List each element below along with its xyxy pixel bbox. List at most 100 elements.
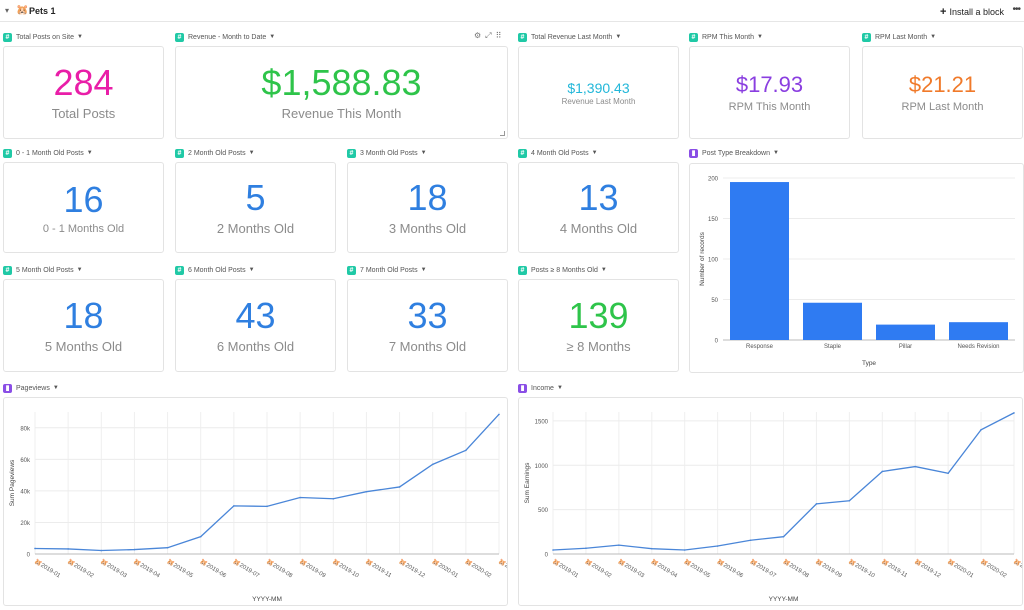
- x-axis-title: Type: [862, 360, 876, 367]
- more-options-icon[interactable]: •••: [1012, 4, 1020, 15]
- pageviews-header[interactable]: ▮ Pageviews ▼: [3, 381, 59, 395]
- m3-card: 18 3 Months Old: [347, 162, 508, 253]
- data-point: [365, 490, 368, 493]
- chevron-down-icon[interactable]: ▼: [591, 150, 598, 156]
- y-tick-label: 1500: [535, 419, 549, 425]
- pet-emoji-icon: 🐹: [16, 5, 29, 16]
- m5-header[interactable]: #5 Month Old Posts ▼: [3, 263, 83, 277]
- chevron-down-icon[interactable]: ▼: [248, 150, 255, 156]
- chevron-down-icon[interactable]: ▼: [76, 267, 83, 273]
- data-point: [947, 472, 949, 475]
- settings-gear-icon[interactable]: ⚙: [474, 31, 486, 40]
- chevron-down-icon[interactable]: ▼: [772, 150, 779, 156]
- m3-header[interactable]: #3 Month Old Posts ▼: [347, 146, 427, 160]
- revenue_mtd-header[interactable]: # Revenue - Month to Date ▼ ⚙⤢⠿: [175, 30, 508, 44]
- m8-header[interactable]: # Posts ≥ 8 Months Old ▼: [518, 263, 607, 277]
- block-header-label: 0 - 1 Month Old Posts: [16, 149, 84, 157]
- x-tick-label: 🐹2019-10: [331, 558, 360, 580]
- data-point: [683, 549, 686, 551]
- chevron-down-icon[interactable]: ▼: [556, 385, 563, 391]
- drag-handle-icon[interactable]: ⠿: [495, 31, 506, 40]
- bar-needs-revision: [949, 322, 1008, 340]
- number-block-icon: #: [518, 265, 527, 275]
- x-tick-label: 🐹2020-02: [464, 558, 493, 580]
- number-block-icon: #: [3, 265, 12, 275]
- chevron-down-icon[interactable]: ▼: [615, 34, 622, 40]
- number-block-icon: #: [175, 148, 184, 158]
- bar-staple: [803, 302, 862, 340]
- rpm_this-header[interactable]: # RPM This Month ▼: [689, 30, 763, 44]
- block-header-label: 3 Month Old Posts: [360, 149, 418, 157]
- bar-pillar: [876, 324, 935, 340]
- collapse-chevron-icon[interactable]: ▾: [5, 6, 10, 15]
- x-tick-label: 🐹2020-02: [979, 558, 1008, 580]
- chevron-down-icon[interactable]: ▼: [930, 34, 937, 40]
- rev_last-header[interactable]: # Total Revenue Last Month ▼: [518, 30, 621, 44]
- x-tick-label: 🐹2019-03: [617, 558, 646, 580]
- x-tick-label: 🐹2019-04: [650, 558, 679, 580]
- m7-caption: 7 Months Old: [388, 339, 467, 354]
- resize-handle-icon[interactable]: [500, 131, 505, 136]
- post-type-header-label: Post Type Breakdown: [702, 149, 770, 157]
- m2-card: 5 2 Months Old: [175, 162, 336, 253]
- chevron-down-icon[interactable]: ▼: [76, 34, 83, 40]
- data-point: [585, 547, 587, 550]
- number-block-icon: #: [347, 265, 356, 275]
- data-point: [34, 547, 36, 550]
- m0-value: 16: [63, 178, 104, 220]
- install-block-button[interactable]: + Install a block: [940, 6, 1004, 18]
- m8-value: 139: [568, 295, 629, 336]
- y-tick-label: 20k: [20, 521, 31, 527]
- m0-header[interactable]: #0 - 1 Month Old Posts ▼: [3, 146, 93, 160]
- rpm_last-card: $21.21 RPM Last Month: [862, 46, 1023, 139]
- m0-card: 16 0 - 1 Months Old: [3, 162, 164, 253]
- y-axis-title: Sum Earnings: [524, 462, 531, 504]
- data-point: [716, 545, 719, 547]
- chart-block-icon: ▮: [689, 148, 698, 158]
- data-point: [1013, 412, 1015, 414]
- data-point: [266, 505, 268, 508]
- chevron-down-icon[interactable]: ▼: [600, 267, 607, 273]
- m4-header[interactable]: #4 Month Old Posts ▼: [518, 146, 598, 160]
- rpm_this-value: $17.93: [735, 71, 804, 97]
- m8-card: 139 ≥ 8 Months: [518, 279, 679, 372]
- x-tick-label: 🐹2019-02: [66, 558, 95, 580]
- number-block-icon: #: [689, 32, 698, 42]
- chevron-down-icon[interactable]: ▼: [420, 267, 427, 273]
- m7-header[interactable]: #7 Month Old Posts ▼: [347, 263, 427, 277]
- rpm_last-caption: RPM Last Month: [901, 100, 984, 113]
- chevron-down-icon[interactable]: ▼: [757, 34, 763, 40]
- x-tick-label: 🐹2019-05: [166, 558, 195, 580]
- data-point: [498, 413, 500, 416]
- chart-block-icon: ▮: [518, 383, 527, 393]
- bar-response: [730, 182, 789, 340]
- rpm_this-caption: RPM This Month: [728, 100, 811, 113]
- rev_last-card: $1,390.43 Revenue Last Month: [518, 46, 679, 139]
- m6-value: 43: [235, 295, 276, 336]
- income-header[interactable]: ▮ Income ▼: [518, 381, 563, 395]
- m2-header[interactable]: #2 Month Old Posts ▼: [175, 146, 255, 160]
- x-tick-label: 🐹2019-12: [398, 558, 427, 580]
- data-point: [431, 463, 434, 466]
- x-tick-label: 🐹2019-07: [232, 558, 261, 580]
- block-header-label: Total Revenue Last Month: [531, 33, 613, 41]
- m6-header[interactable]: #6 Month Old Posts ▼: [175, 263, 255, 277]
- x-axis-title: YYYY-MM: [252, 596, 282, 603]
- y-tick-label: 0: [545, 553, 549, 559]
- chevron-down-icon[interactable]: ▼: [269, 34, 276, 40]
- rpm_last-header[interactable]: # RPM Last Month ▼: [862, 30, 936, 44]
- chevron-down-icon[interactable]: ▼: [248, 267, 255, 273]
- post-type-header[interactable]: ▮ Post Type Breakdown ▼: [689, 146, 779, 160]
- expand-icon[interactable]: ⤢: [485, 31, 496, 40]
- x-tick-label: 🐹2019-03: [99, 558, 128, 580]
- revenue_mtd-card: $1,588.83 Revenue This Month: [175, 46, 508, 139]
- chevron-down-icon[interactable]: ▼: [420, 150, 427, 156]
- chevron-down-icon[interactable]: ▼: [86, 150, 93, 156]
- chart-block-icon: ▮: [3, 383, 12, 393]
- total_posts-header[interactable]: # Total Posts on Site ▼: [3, 30, 83, 44]
- chevron-down-icon[interactable]: ▼: [52, 385, 59, 391]
- x-tick-label: 🐹2019-05: [683, 558, 712, 580]
- data-point: [650, 547, 653, 550]
- x-tick-label: 🐹2020-01: [431, 558, 460, 580]
- number-block-icon: #: [175, 265, 184, 275]
